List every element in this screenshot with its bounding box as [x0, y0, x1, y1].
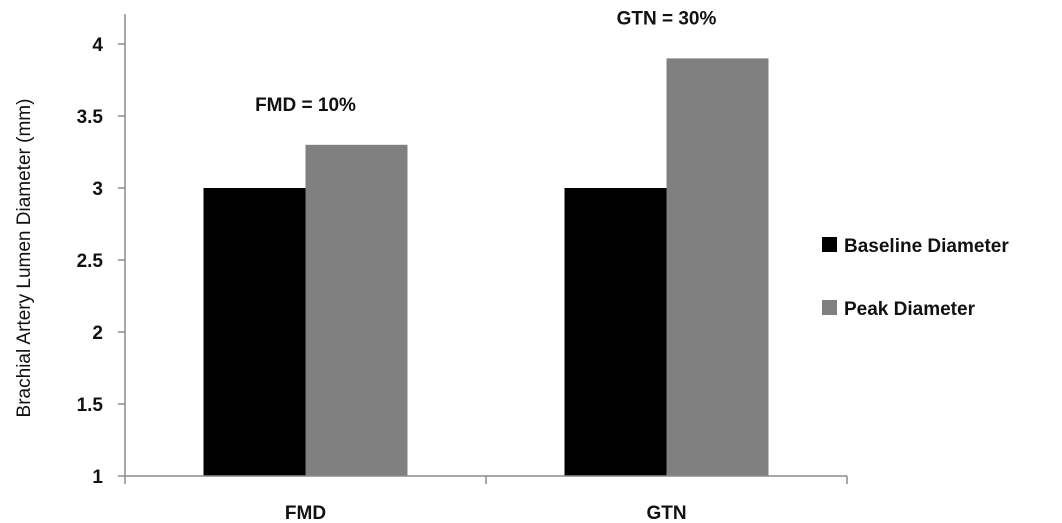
x-tick-label: FMD: [285, 503, 326, 523]
bar-peak-diameter-fmd: [305, 144, 408, 477]
y-tick-label: 3: [92, 179, 103, 200]
annotation-label: GTN = 30%: [617, 8, 717, 29]
x-tick-label: GTN: [646, 503, 686, 523]
bar-baseline-diameter-fmd: [203, 188, 306, 476]
legend: Baseline Diameter Peak Diameter: [822, 236, 1009, 320]
y-tick-label: 1: [92, 467, 103, 488]
bar-baseline-diameter-gtn: [564, 188, 667, 476]
annotations-group: FMD = 10% GTN = 30%: [255, 8, 716, 115]
legend-swatch: [822, 237, 837, 252]
bars-group: [203, 58, 769, 477]
bar-peak-diameter-gtn: [666, 58, 769, 477]
y-tick-label: 1.5: [77, 395, 104, 416]
legend-label: Baseline Diameter: [844, 236, 1009, 257]
y-ticks-group: 1 1.5 2 2.5 3 3.5 4: [77, 35, 125, 488]
legend-label: Peak Diameter: [844, 299, 976, 320]
y-tick-label: 2: [92, 323, 103, 344]
y-tick-label: 2.5: [77, 251, 104, 272]
legend-swatch: [822, 300, 837, 315]
y-tick-label: 3.5: [77, 107, 104, 128]
annotation-label: FMD = 10%: [255, 95, 356, 116]
x-ticks-group: FMD GTN: [124, 476, 848, 523]
y-tick-label: 4: [92, 35, 103, 56]
y-axis-title: Brachial Artery Lumen Diameter (mm): [14, 99, 35, 418]
